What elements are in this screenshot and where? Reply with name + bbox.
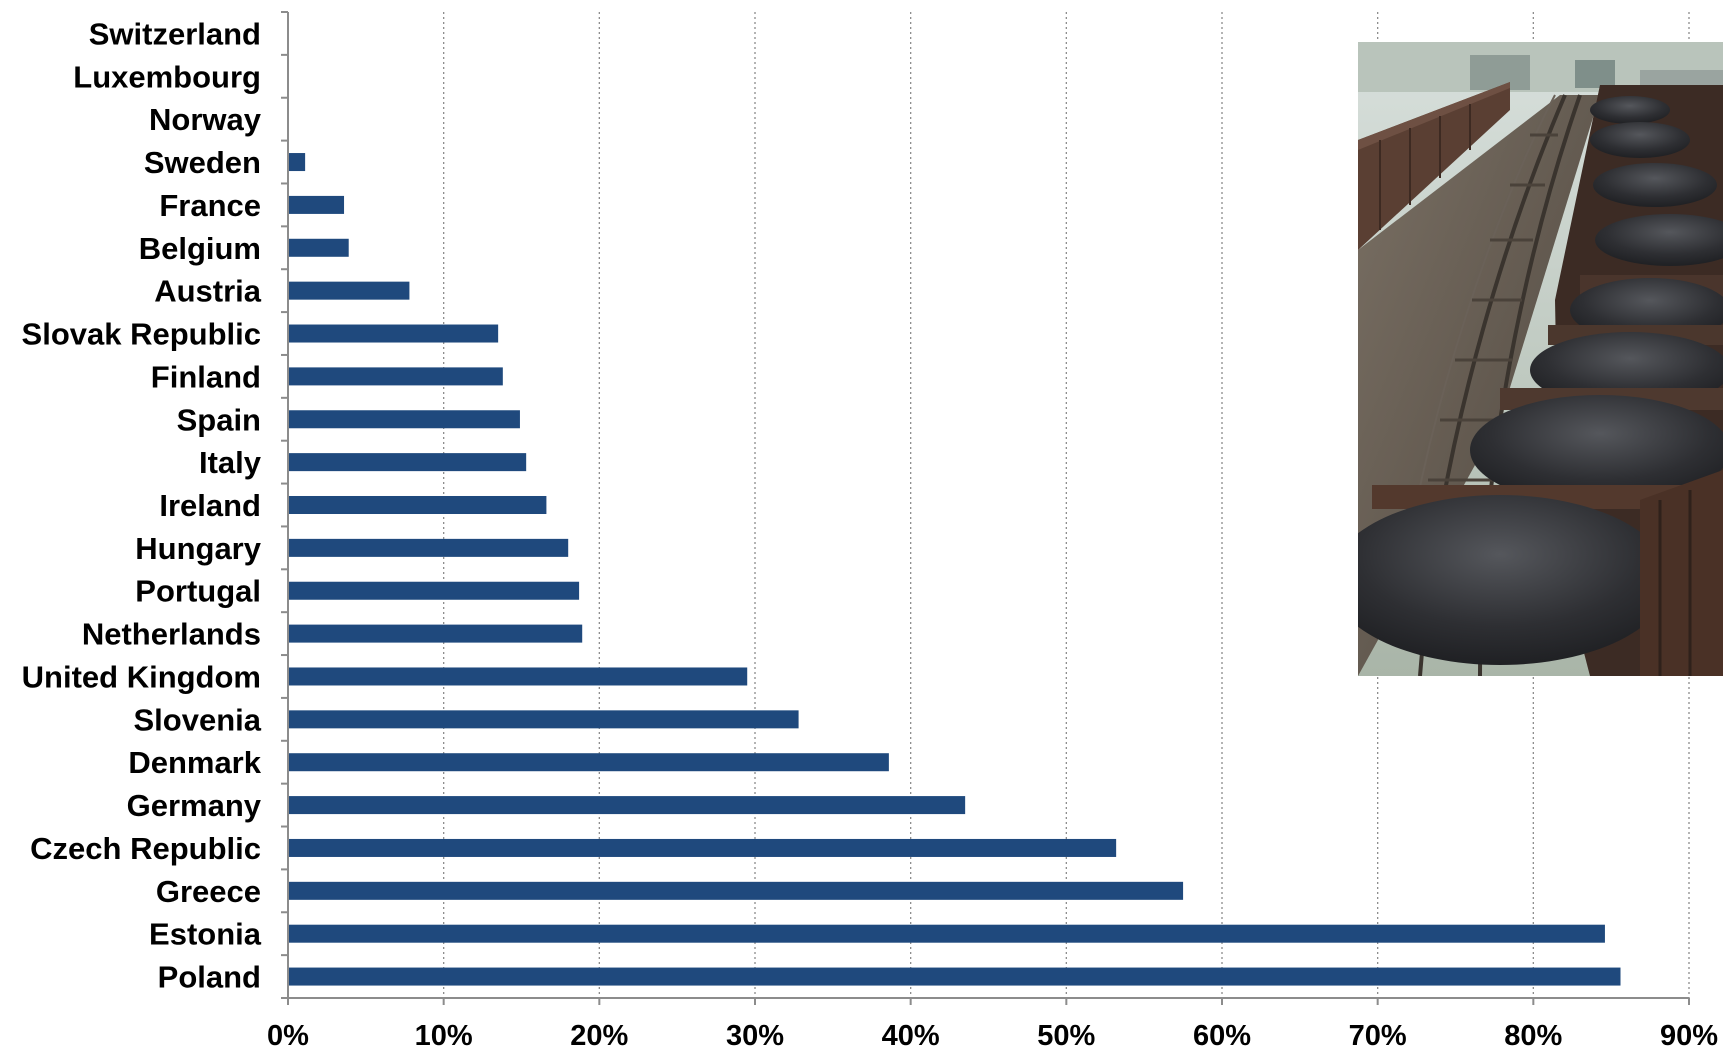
category-label: Sweden (144, 145, 261, 180)
category-label: Portugal (135, 574, 261, 609)
category-label: Austria (154, 274, 262, 309)
category-label: Belgium (139, 231, 261, 266)
bar-estonia (289, 924, 1605, 943)
bar-portugal (289, 581, 580, 600)
x-tick-label: 70% (1349, 1020, 1407, 1051)
bar-italy (289, 453, 527, 472)
category-labels: Switzerland Luxembourg Norway Sweden France B… (22, 16, 262, 994)
category-label: Italy (199, 445, 262, 480)
x-tick-labels: 0% 10% 20% 30% 40% 50% 60% 70% 80% 90% (267, 1020, 1718, 1051)
bar-belgium (289, 238, 349, 257)
bar-germany (289, 796, 966, 815)
bar-netherlands (289, 624, 583, 643)
bar-finland (289, 367, 503, 386)
category-label: Netherlands (82, 617, 261, 652)
x-tick-label: 40% (882, 1020, 940, 1051)
bar-greece (289, 881, 1184, 900)
bar-czech-republic (289, 838, 1117, 857)
category-label: United Kingdom (22, 659, 261, 694)
x-tick-label: 30% (726, 1020, 784, 1051)
category-label: Slovak Republic (22, 317, 261, 352)
category-label: Greece (156, 874, 261, 909)
category-label: Spain (177, 402, 261, 437)
category-label: France (159, 188, 261, 223)
category-label: Germany (127, 788, 262, 823)
category-label: Norway (149, 102, 262, 137)
x-tick-label: 60% (1193, 1020, 1251, 1051)
bar-poland (289, 967, 1621, 986)
x-tick-label: 0% (267, 1020, 309, 1051)
category-label: Ireland (159, 488, 261, 523)
bar-slovak-republic (289, 324, 499, 343)
coal-train-photo (1358, 42, 1723, 676)
x-tick-label: 20% (570, 1020, 628, 1051)
category-label: Denmark (128, 745, 261, 780)
category-label: Czech Republic (30, 831, 261, 866)
category-label: Estonia (149, 917, 262, 952)
x-tick-label: 90% (1660, 1020, 1718, 1051)
gridlines (443, 12, 1690, 998)
category-label: Luxembourg (73, 59, 261, 94)
bar-austria (289, 281, 410, 300)
bar-hungary (289, 538, 569, 557)
category-label: Finland (151, 359, 261, 394)
bar-spain (289, 410, 520, 429)
bar-denmark (289, 753, 889, 772)
bar-united-kingdom (289, 667, 748, 686)
category-label: Slovenia (134, 702, 262, 737)
bar-france (289, 195, 345, 214)
bar-slovenia (289, 710, 799, 729)
axes (281, 11, 1690, 1005)
bars (289, 153, 1621, 986)
x-tick-label: 50% (1037, 1020, 1095, 1051)
category-label: Poland (158, 960, 261, 995)
category-label: Switzerland (89, 16, 261, 51)
bar-ireland (289, 495, 547, 515)
bar-sweden (289, 153, 306, 172)
category-label: Hungary (135, 531, 262, 566)
x-tick-label: 80% (1504, 1020, 1562, 1051)
x-tick-label: 10% (415, 1020, 473, 1051)
